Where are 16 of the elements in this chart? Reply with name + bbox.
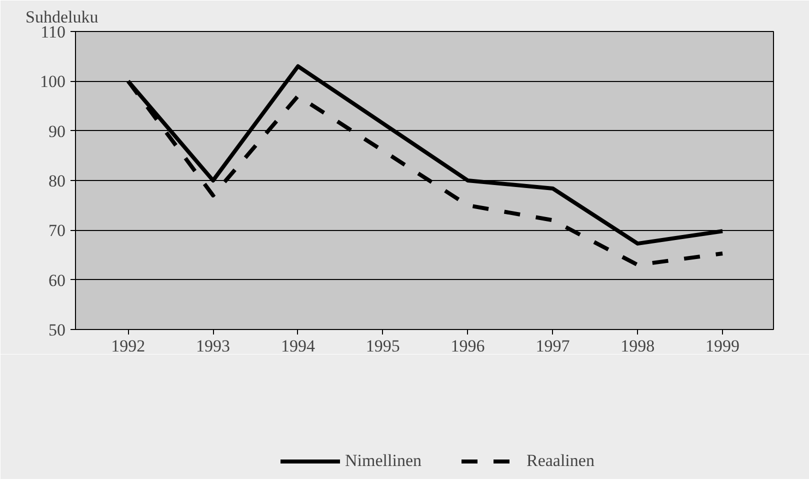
- x-tick-label: 1992: [111, 336, 146, 356]
- legend-label: Nimellinen: [345, 451, 422, 471]
- legend-label: Reaalinen: [526, 451, 594, 471]
- y-tick-label: 80: [48, 172, 66, 190]
- y-tick-label: 100: [40, 72, 66, 92]
- x-tick-label: 1995: [366, 336, 400, 356]
- y-tick-label: 60: [48, 270, 66, 290]
- x-tick-label: 1999: [706, 336, 740, 356]
- x-tick-label: 1997: [536, 336, 570, 356]
- x-tick-label: 1993: [196, 336, 230, 356]
- y-tick-label: 90: [48, 122, 66, 141]
- y-tick-label: 50: [48, 320, 66, 340]
- x-tick-label: 1996: [450, 336, 485, 356]
- x-tick-label: 1998: [620, 336, 655, 356]
- y-tick-label: 70: [48, 221, 66, 240]
- x-tick-label: 1994: [280, 336, 316, 356]
